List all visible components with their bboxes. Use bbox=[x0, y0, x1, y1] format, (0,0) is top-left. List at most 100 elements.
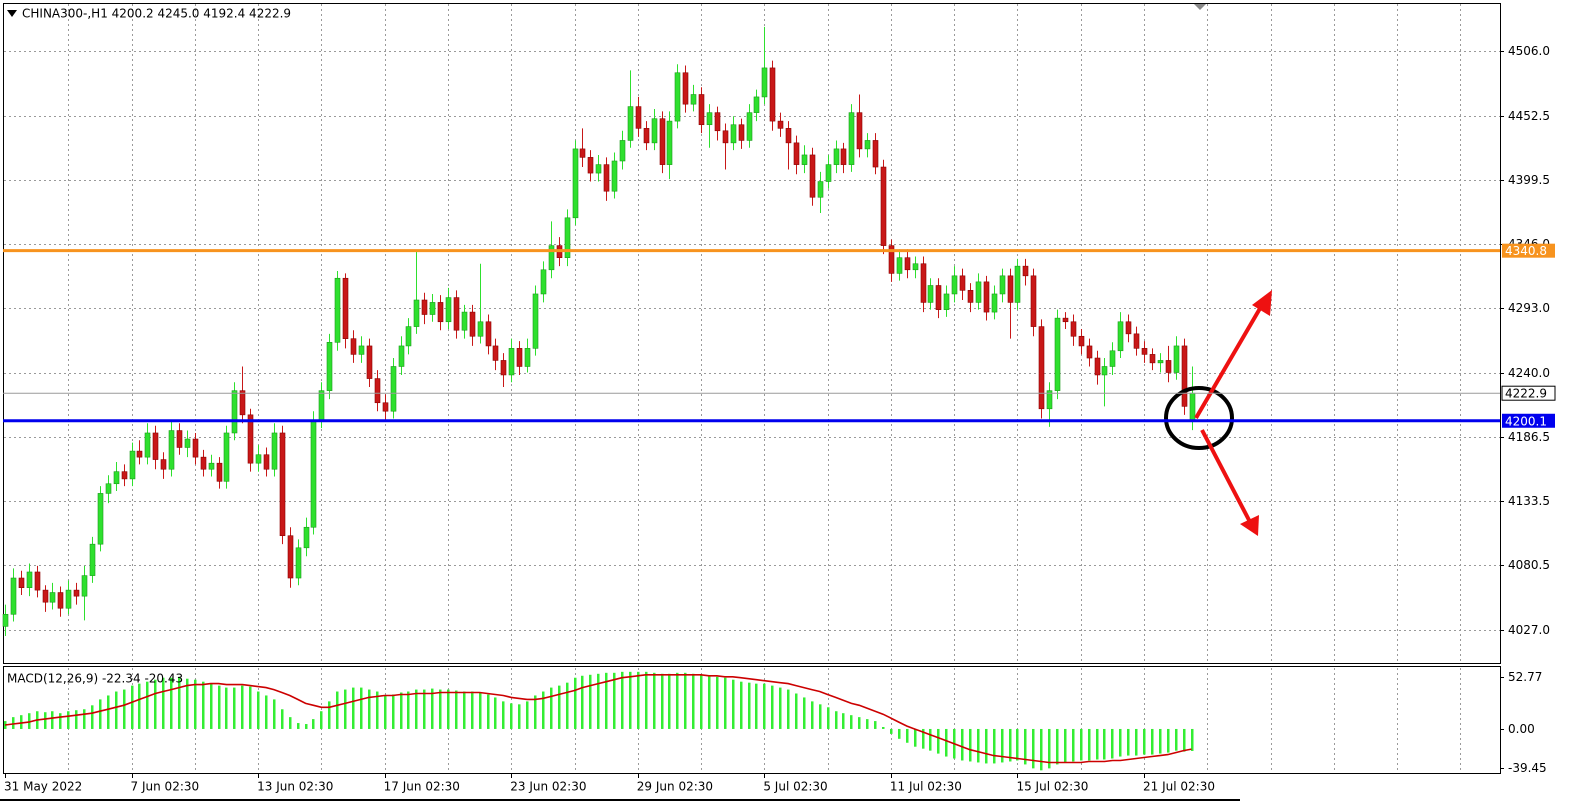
candle-body bbox=[216, 462, 223, 482]
candle-body bbox=[888, 245, 895, 274]
candle-body bbox=[144, 432, 151, 458]
histogram-bar bbox=[320, 711, 323, 729]
x-tick-label: 17 Jun 02:30 bbox=[384, 780, 460, 794]
marks-layer bbox=[2, 26, 1196, 771]
histogram-bar bbox=[526, 701, 529, 729]
candle-body bbox=[532, 293, 539, 349]
x-tick-label: 15 Jul 02:30 bbox=[1016, 780, 1088, 794]
y-tick-label: 4293.0 bbox=[1508, 301, 1550, 315]
candle-body bbox=[1054, 317, 1061, 391]
histogram-bar bbox=[1064, 728, 1067, 763]
candle-body bbox=[413, 299, 420, 327]
candle-body bbox=[769, 67, 776, 122]
histogram-bar bbox=[763, 683, 766, 729]
candle-body bbox=[255, 454, 262, 464]
histogram-bar bbox=[684, 672, 687, 729]
histogram-bar bbox=[906, 728, 909, 743]
candle-body bbox=[508, 348, 515, 376]
histogram-bar bbox=[210, 683, 213, 729]
candle-body bbox=[833, 148, 840, 165]
candle-body bbox=[611, 160, 618, 192]
histogram-bar bbox=[178, 676, 181, 729]
candle-body bbox=[714, 112, 721, 132]
candle-body bbox=[1109, 350, 1116, 367]
histogram-bar bbox=[273, 699, 276, 729]
histogram-bar bbox=[510, 703, 513, 729]
y-tick-label: 4027.0 bbox=[1508, 623, 1550, 637]
histogram-bar bbox=[154, 679, 157, 729]
histogram-bar bbox=[265, 695, 268, 729]
x-tick-label: 5 Jul 02:30 bbox=[763, 780, 827, 794]
candle-body bbox=[73, 589, 80, 597]
menu-triangle[interactable] bbox=[7, 10, 17, 17]
histogram-bar bbox=[376, 691, 379, 729]
candle-body bbox=[627, 106, 634, 141]
candle-body bbox=[89, 543, 96, 576]
histogram-bar bbox=[676, 672, 679, 729]
histogram-bar bbox=[803, 697, 806, 729]
candle-body bbox=[540, 269, 547, 295]
candle-body bbox=[184, 438, 191, 448]
y-tick-label: 4399.5 bbox=[1508, 173, 1550, 187]
histogram-bar bbox=[716, 676, 719, 729]
histogram-bar bbox=[28, 713, 31, 729]
histogram-bar bbox=[423, 689, 426, 729]
x-tick-label: 29 Jun 02:30 bbox=[637, 780, 713, 794]
candle-body bbox=[152, 432, 159, 460]
arrow-down bbox=[1200, 429, 1252, 523]
histogram-bar bbox=[779, 687, 782, 729]
histogram-bar bbox=[328, 701, 331, 729]
candle-body bbox=[983, 281, 990, 313]
histogram-bar bbox=[289, 717, 292, 729]
candle-body bbox=[113, 471, 120, 485]
candle-body bbox=[587, 157, 594, 174]
histogram-bar bbox=[613, 672, 616, 729]
histogram-bar bbox=[589, 674, 592, 729]
candle-body bbox=[690, 94, 697, 105]
histogram-bar bbox=[1040, 728, 1043, 771]
candle-body bbox=[18, 577, 25, 588]
candle-body bbox=[1157, 360, 1164, 364]
histogram-bar bbox=[312, 719, 315, 729]
level-label-box bbox=[1502, 413, 1555, 428]
candle-body bbox=[176, 430, 183, 448]
candle-body bbox=[579, 148, 586, 158]
histogram-bar bbox=[1183, 728, 1186, 752]
histogram-bar bbox=[471, 691, 474, 729]
candle-body bbox=[896, 257, 903, 274]
highlight-circle bbox=[1164, 386, 1234, 450]
candle-body bbox=[350, 338, 357, 355]
x-tick-label: 31 May 2022 bbox=[4, 780, 82, 794]
candle-body bbox=[904, 257, 911, 271]
candle-body bbox=[761, 67, 768, 98]
histogram-bar bbox=[91, 705, 94, 729]
histogram-bar bbox=[835, 711, 838, 729]
histogram-bar bbox=[439, 689, 442, 729]
histogram-bar bbox=[566, 682, 569, 729]
candle-body bbox=[239, 390, 246, 416]
candle-body bbox=[1189, 392, 1196, 421]
candle-body bbox=[674, 72, 681, 122]
bid-label-box bbox=[1501, 385, 1556, 401]
candle-body bbox=[310, 420, 317, 528]
histogram-bar bbox=[850, 715, 853, 729]
histogram-bar bbox=[740, 681, 743, 729]
histogram-bar bbox=[724, 677, 727, 729]
histogram-bar bbox=[993, 728, 996, 764]
candle-body bbox=[105, 483, 112, 494]
candle-body bbox=[793, 142, 800, 165]
y-tick-label: 4452.5 bbox=[1508, 109, 1550, 123]
candle-body bbox=[366, 345, 373, 379]
candle-body bbox=[129, 450, 136, 480]
candle-body bbox=[1078, 335, 1085, 347]
candle-body bbox=[856, 112, 863, 150]
candle-body bbox=[659, 118, 666, 165]
histogram-bar bbox=[661, 673, 664, 729]
candle-body bbox=[746, 112, 753, 141]
candle-body bbox=[65, 589, 72, 609]
candle-body bbox=[524, 348, 531, 367]
arrow-up-head bbox=[1252, 290, 1272, 316]
histogram-bar bbox=[400, 692, 403, 729]
